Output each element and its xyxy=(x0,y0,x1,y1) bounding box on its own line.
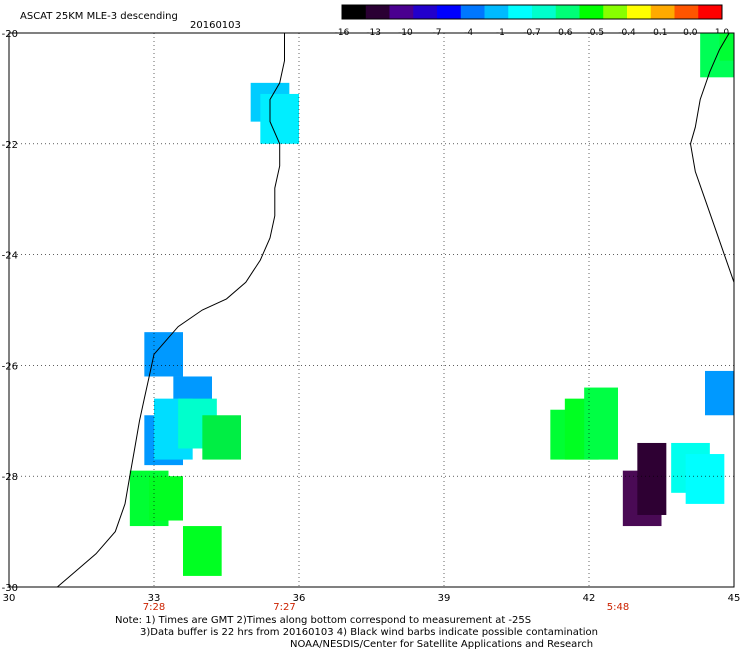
time-label: 7:28 xyxy=(143,602,165,613)
time-label: 5:48 xyxy=(607,602,629,613)
colorbar-swatch xyxy=(579,5,604,19)
wind-cell xyxy=(149,476,183,521)
colorbar-swatch xyxy=(342,5,367,19)
coastline-west xyxy=(56,33,285,588)
colorbar-swatch xyxy=(413,5,438,19)
colorbar-swatch xyxy=(484,5,509,19)
map-title: ASCAT 25KM MLE-3 descending xyxy=(20,11,178,22)
colorbar-swatch xyxy=(508,5,533,19)
colorbar-swatch xyxy=(650,5,675,19)
wind-cell xyxy=(202,415,241,460)
x-tick-label: 39 xyxy=(438,593,451,604)
colorbar-frame xyxy=(341,4,723,20)
colorbar-swatch xyxy=(627,5,652,19)
colorbar-swatch xyxy=(365,5,390,19)
note-line-2: 3)Data buffer is 22 hrs from 20160103 4)… xyxy=(140,627,598,638)
wind-cell xyxy=(719,33,734,61)
x-tick-label: 30 xyxy=(3,593,16,604)
time-label: 7:27 xyxy=(273,602,295,613)
y-tick-label: -28 xyxy=(2,472,18,483)
x-tick-label: 45 xyxy=(728,593,740,604)
x-tick-label: 42 xyxy=(583,593,596,604)
y-tick-label: -22 xyxy=(2,140,18,151)
colorbar-swatch xyxy=(460,5,485,19)
colorbar-swatch xyxy=(603,5,628,19)
y-tick-label: -26 xyxy=(2,361,18,372)
coastline-east xyxy=(689,32,735,310)
coastline xyxy=(56,32,735,588)
wind-cell xyxy=(637,442,667,515)
wind-cell xyxy=(685,454,725,504)
colorbar-swatch xyxy=(698,5,723,19)
colorbar-swatch xyxy=(674,5,699,19)
colorbar-swatch xyxy=(532,5,557,19)
colorbar-swatch xyxy=(389,5,414,19)
note-line-1: Note: 1) Times are GMT 2)Times along bot… xyxy=(115,615,532,626)
axis-tick-labels: 30 33 36 39 42 45 -20 -22 -24 -26 -28 -30 7:28 7:27 5:… xyxy=(2,29,740,613)
map-frame xyxy=(8,32,735,588)
y-tick-label: -30 xyxy=(2,583,18,594)
wind-cell xyxy=(260,93,299,144)
map-date: 20160103 xyxy=(190,20,241,31)
wind-cell xyxy=(584,387,618,460)
note-line-3: NOAA/NESDIS/Center for Satellite Applica… xyxy=(290,639,594,650)
x-tick-label: 36 xyxy=(293,593,306,604)
wind-cell xyxy=(183,526,222,576)
x-tick-label: 33 xyxy=(148,593,161,604)
wind-cell xyxy=(705,370,734,416)
y-tick-label: -24 xyxy=(2,251,18,262)
wind-cells xyxy=(129,33,734,576)
y-tick-label: -20 xyxy=(2,29,18,40)
colorbar-swatch xyxy=(555,5,580,19)
colorbar-swatch xyxy=(437,5,462,19)
